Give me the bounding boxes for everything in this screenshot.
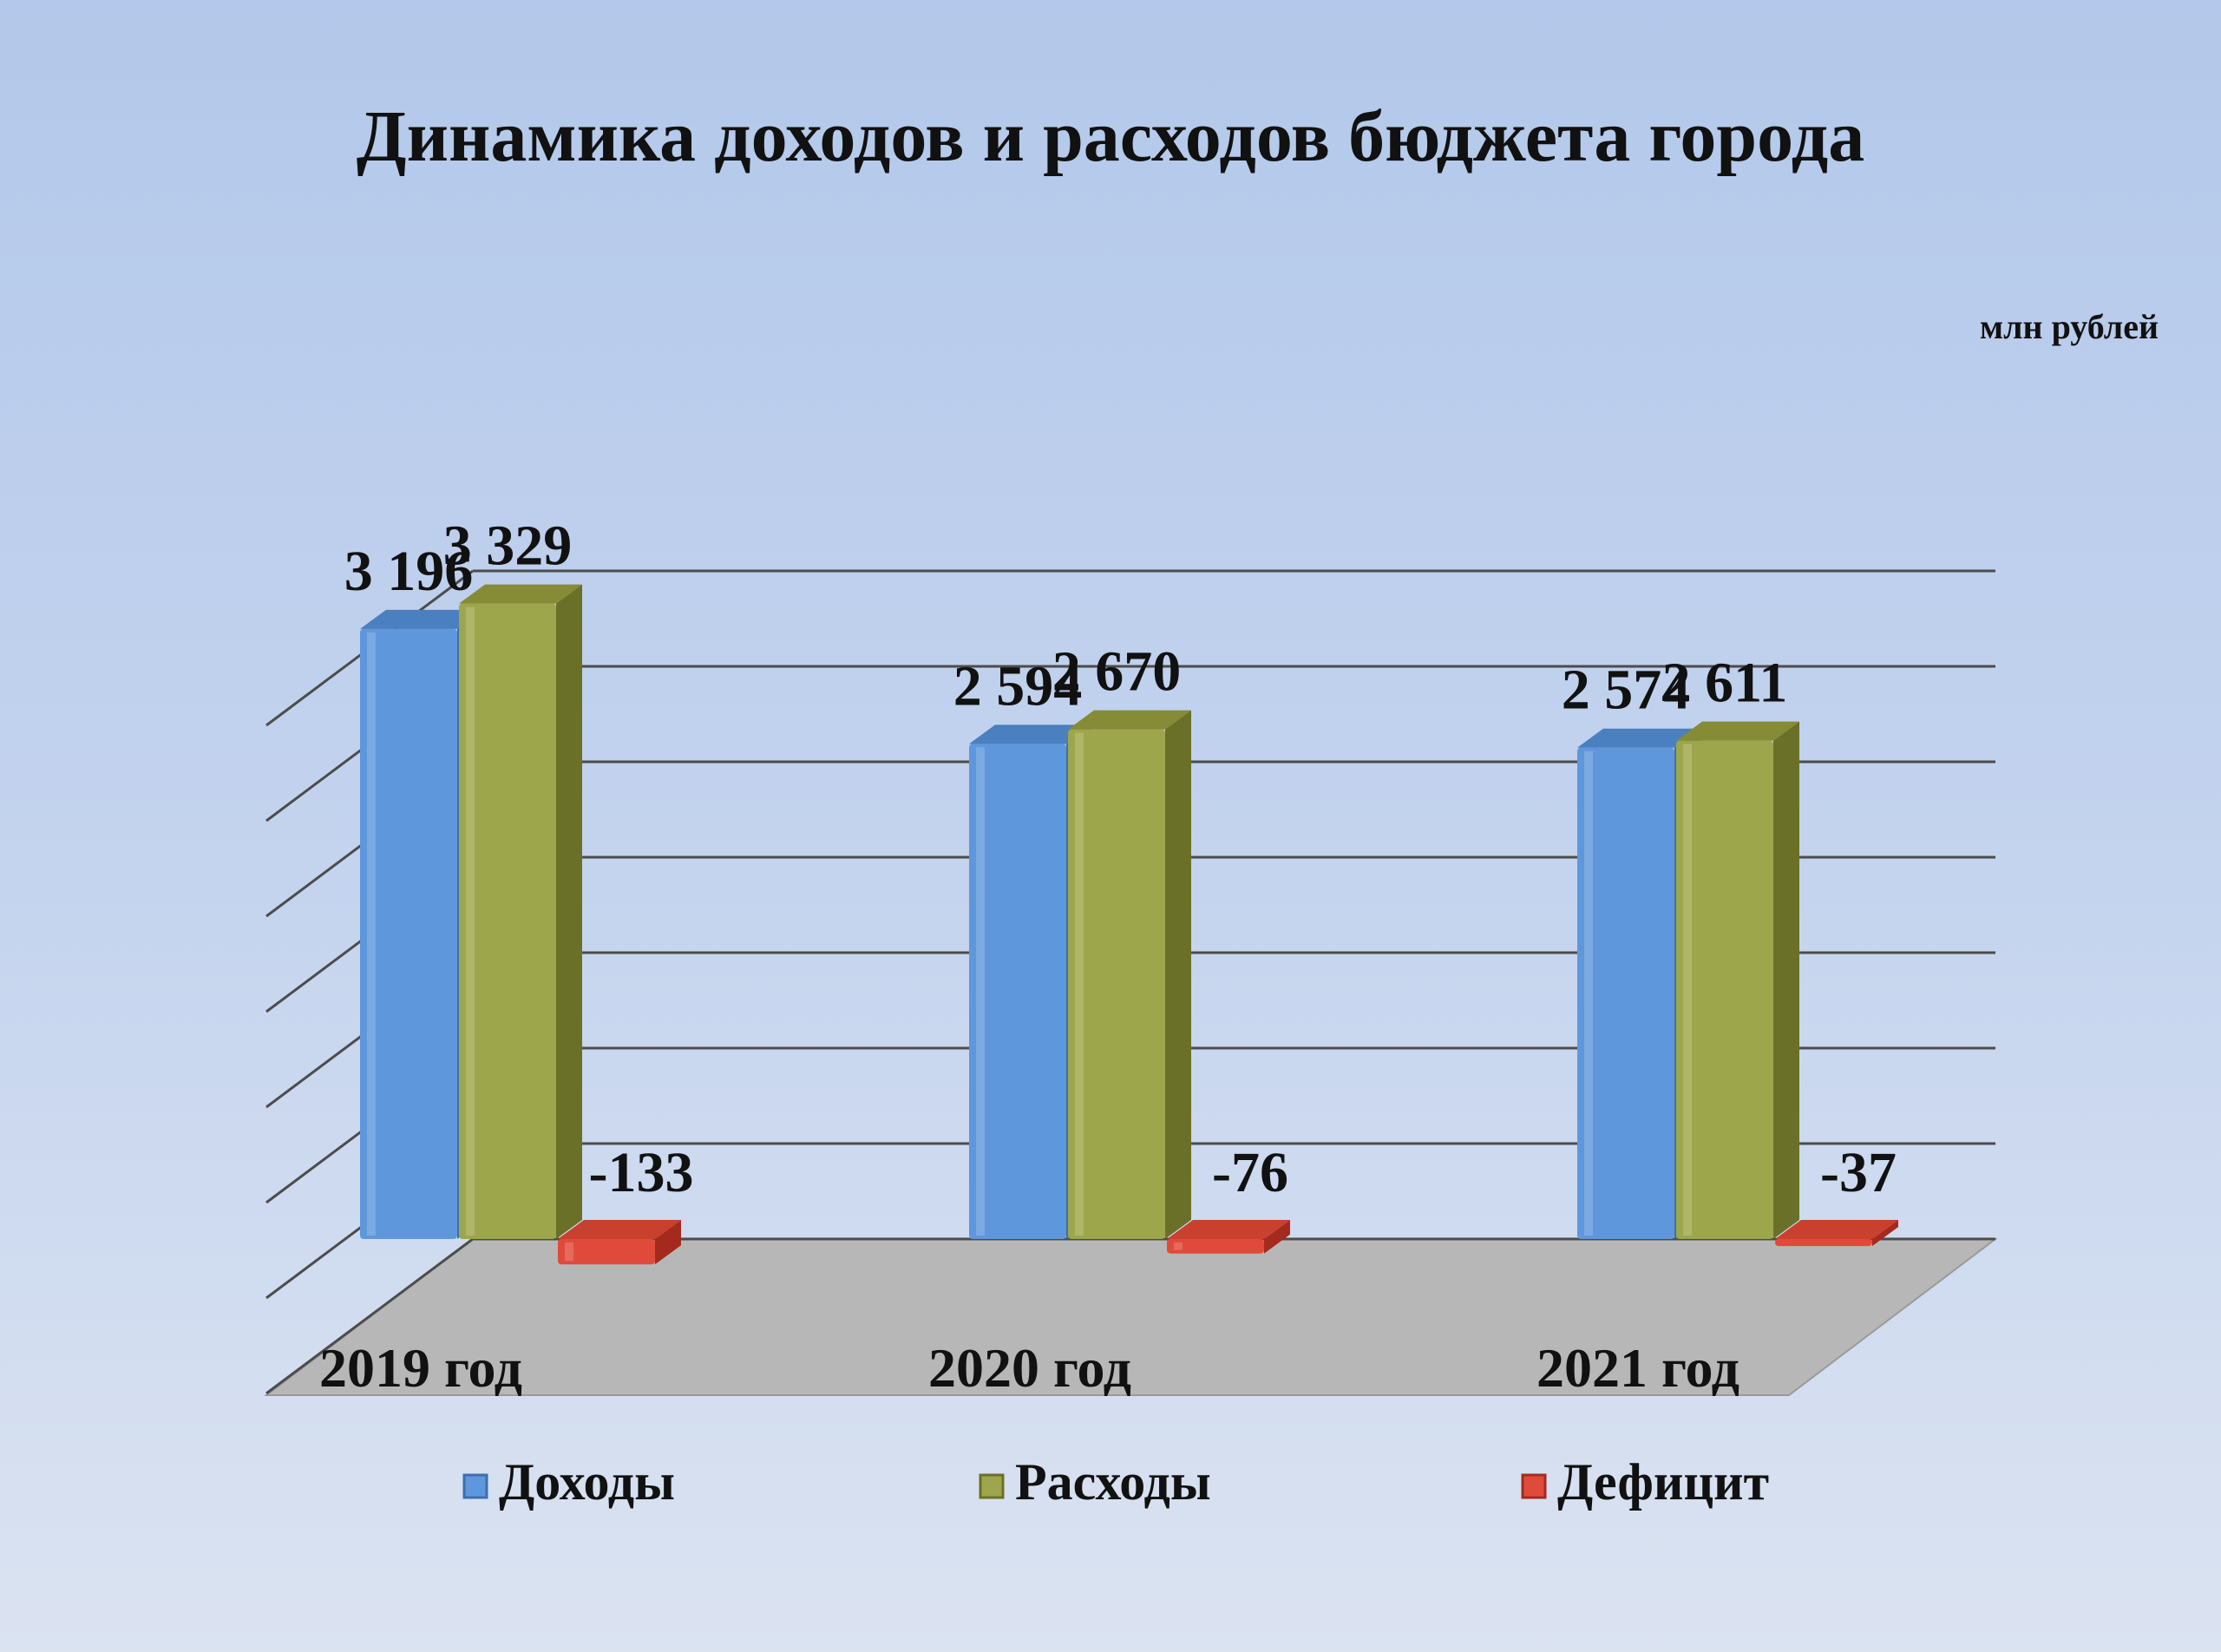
legend-label: Дефицит bbox=[1557, 1453, 1769, 1511]
legend-swatch bbox=[1521, 1473, 1547, 1499]
bar-Дефицит-1 bbox=[1167, 1220, 1290, 1254]
bar-top bbox=[558, 1220, 681, 1239]
bar-highlight bbox=[1075, 732, 1084, 1236]
data-label: 2 594 bbox=[953, 654, 1083, 718]
bar-side bbox=[1872, 1220, 1898, 1247]
bar-front bbox=[1577, 747, 1674, 1239]
bar-Расходы-0 bbox=[459, 584, 582, 1239]
bar-highlight bbox=[1683, 744, 1692, 1236]
bar-highlight bbox=[1174, 1242, 1183, 1250]
legend-item: Дефицит bbox=[1521, 1453, 1769, 1511]
bar-Дефицит-2 bbox=[1775, 1220, 1898, 1247]
bar-front bbox=[1676, 740, 1773, 1239]
bar-top bbox=[1775, 1220, 1898, 1239]
bar-top bbox=[1068, 710, 1191, 730]
category-label: 2019 год bbox=[319, 1337, 522, 1399]
category-label: 2020 год bbox=[928, 1337, 1131, 1399]
gridline-side bbox=[265, 1237, 474, 1395]
bar-side bbox=[1264, 1220, 1290, 1254]
bar-Расходы-2 bbox=[1676, 721, 1799, 1239]
bar-front bbox=[1775, 1239, 1872, 1247]
bar-front bbox=[1068, 729, 1165, 1239]
bar-side bbox=[1773, 721, 1799, 1239]
data-label: 3 329 bbox=[443, 515, 573, 578]
legend-item: Доходы bbox=[462, 1453, 675, 1511]
legend-item: Расходы bbox=[979, 1453, 1211, 1511]
unit-label: млн рублей bbox=[1980, 307, 2159, 346]
legend-swatch bbox=[462, 1473, 488, 1499]
legend-label: Доходы bbox=[499, 1453, 675, 1511]
bar-highlight bbox=[565, 1242, 573, 1262]
category-label: 2021 год bbox=[1536, 1337, 1739, 1399]
data-label: 2 611 bbox=[1662, 652, 1788, 715]
bar-front bbox=[1167, 1239, 1264, 1254]
bar-front bbox=[969, 744, 1066, 1239]
bar-front bbox=[558, 1239, 655, 1265]
bar-top bbox=[360, 609, 483, 629]
data-label: 2 574 bbox=[1562, 659, 1691, 722]
data-label: 2 670 bbox=[1052, 640, 1182, 704]
bar-front bbox=[459, 603, 556, 1239]
bar-side bbox=[1165, 710, 1191, 1239]
data-label: -37 bbox=[1820, 1141, 1897, 1204]
bar-top bbox=[1167, 1220, 1290, 1239]
bar-side bbox=[556, 584, 582, 1239]
bar-side bbox=[655, 1220, 681, 1265]
data-label: 3 196 bbox=[344, 540, 474, 603]
bar-highlight bbox=[367, 632, 376, 1236]
legend-label: Расходы bbox=[1015, 1453, 1211, 1511]
bar-highlight bbox=[1584, 751, 1593, 1236]
bar-top bbox=[1676, 721, 1799, 741]
bar-top bbox=[969, 724, 1092, 744]
bar-Дефицит-0 bbox=[558, 1220, 681, 1265]
bar-highlight bbox=[466, 606, 475, 1236]
bar-top bbox=[1577, 728, 1700, 748]
legend-swatch bbox=[979, 1473, 1005, 1499]
bar-front bbox=[360, 628, 457, 1239]
data-label: -76 bbox=[1212, 1141, 1288, 1204]
bar-top bbox=[459, 584, 582, 604]
chart-title: Динамика доходов и расходов бюджета горо… bbox=[357, 96, 1864, 177]
data-label: -133 bbox=[589, 1141, 694, 1204]
bar-Расходы-1 bbox=[1068, 710, 1191, 1239]
bar-highlight bbox=[976, 747, 985, 1236]
